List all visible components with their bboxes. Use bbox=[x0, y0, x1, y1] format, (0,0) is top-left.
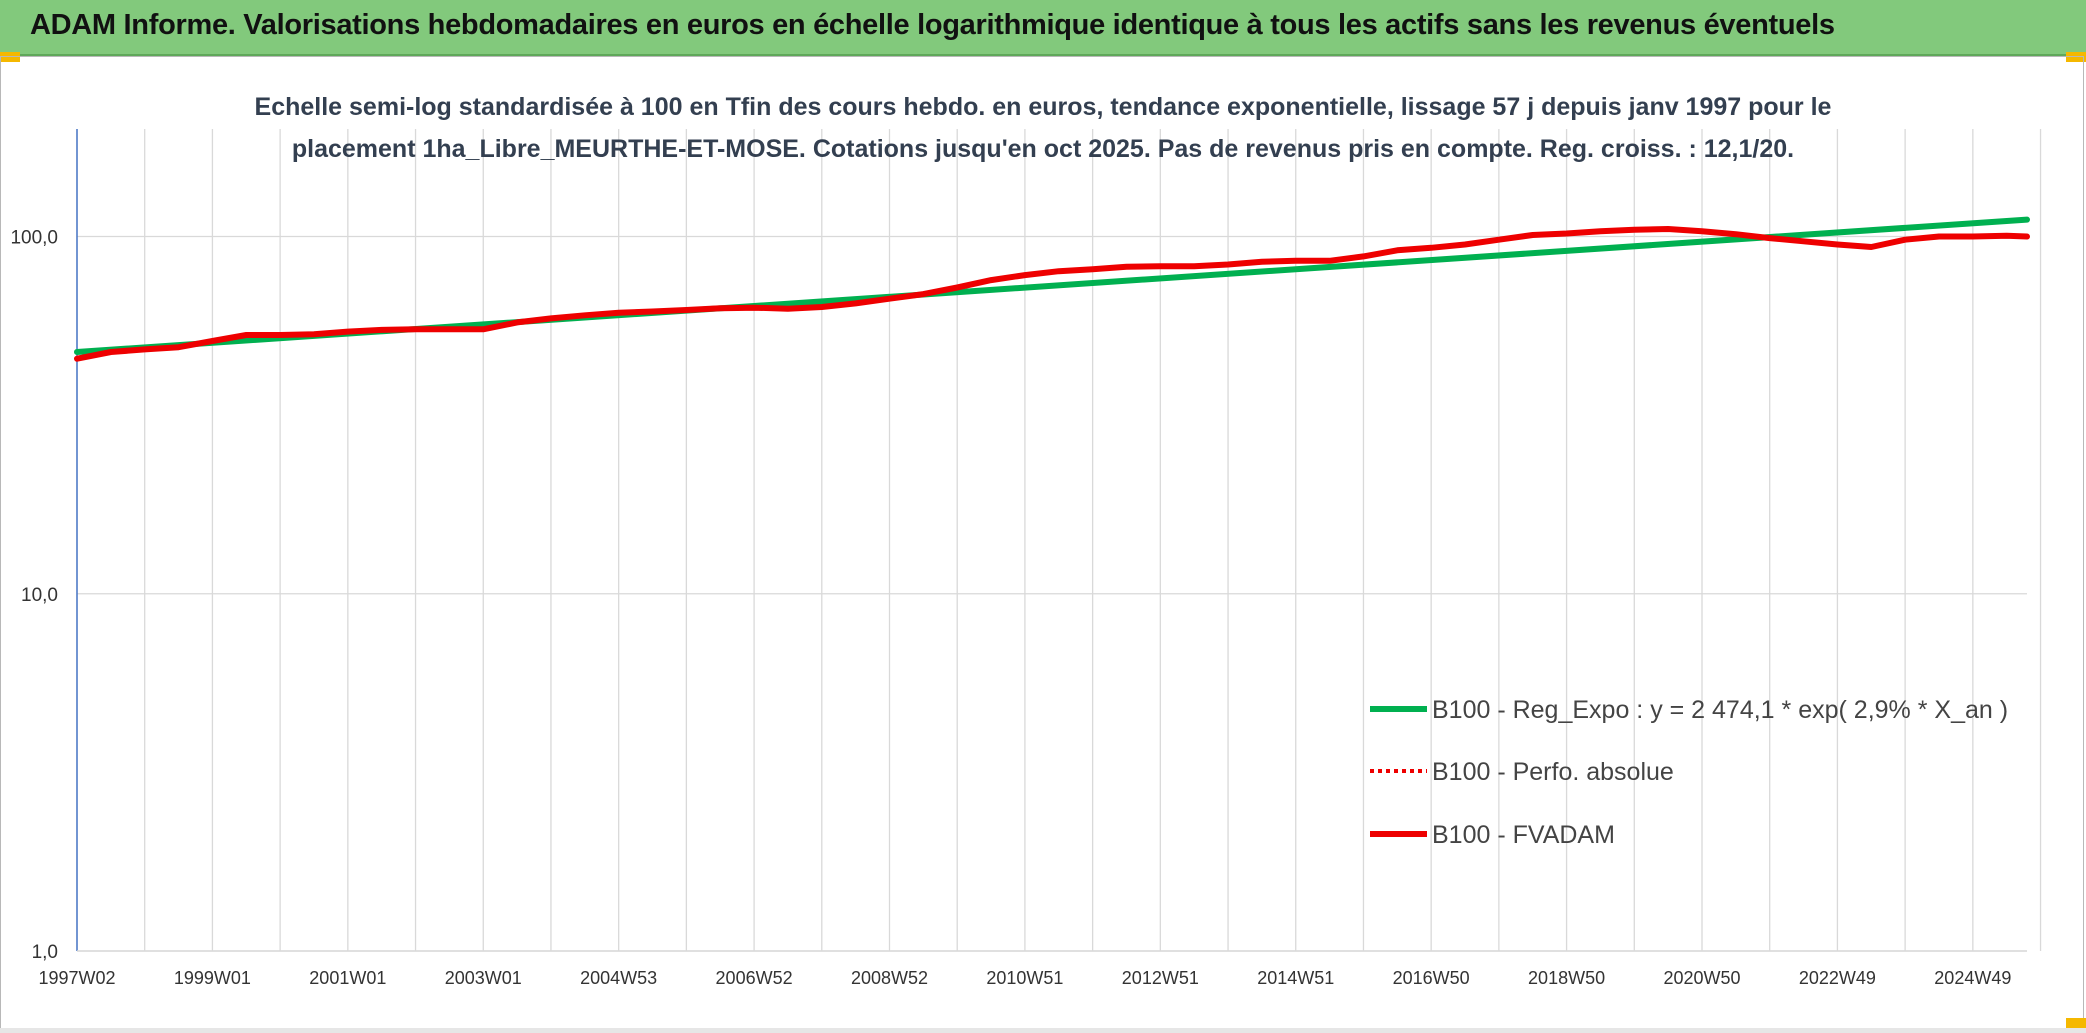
legend-label-perfo-absolue: B100 - Perfo. absolue bbox=[1432, 758, 1674, 786]
chart-title-line-2: placement 1ha_Libre_MEURTHE-ET-MOSE. Cot… bbox=[292, 135, 1794, 163]
series-line-fvadam bbox=[74, 226, 2030, 362]
legend-label-fvadam: B100 - FVADAM bbox=[1432, 821, 1615, 849]
x-tick-label: 2024W49 bbox=[1934, 968, 2011, 988]
x-tick-label: 2008W52 bbox=[851, 968, 928, 988]
y-axis-tick-labels: 1,0 10,0 100,0 bbox=[10, 228, 58, 963]
frame-bottom-strip bbox=[0, 1028, 2086, 1033]
legend-label-reg-expo: B100 - Reg_Expo : y = 2 474,1 * exp( 2,9… bbox=[1432, 696, 2008, 724]
x-tick-label: 2012W51 bbox=[1122, 968, 1199, 988]
x-tick-label: 1999W01 bbox=[174, 968, 251, 988]
y-tick-label: 100,0 bbox=[10, 228, 58, 249]
corner-marker-left bbox=[0, 52, 20, 62]
x-tick-label: 2020W50 bbox=[1663, 968, 1740, 988]
chart-title-line-1: Echelle semi-log standardisée à 100 en T… bbox=[255, 93, 1832, 121]
x-tick-label: 2018W50 bbox=[1528, 968, 1605, 988]
x-tick-label: 2010W51 bbox=[986, 968, 1063, 988]
legend: B100 - Reg_Expo : y = 2 474,1 * exp( 2,9… bbox=[1370, 696, 2008, 849]
report-header-banner: ADAM Informe. Valorisations hebdomadaire… bbox=[0, 0, 2086, 56]
corner-marker-bottom-right bbox=[2066, 1018, 2086, 1028]
x-tick-label: 2004W53 bbox=[580, 968, 657, 988]
line-chart: Echelle semi-log standardisée à 100 en T… bbox=[10, 93, 2042, 988]
x-tick-label: 2014W51 bbox=[1257, 968, 1334, 988]
vertical-gridlines bbox=[144, 129, 2042, 951]
x-tick-label: 2001W01 bbox=[309, 968, 386, 988]
x-axis-tick-labels: 1997W02 1999W01 2001W01 2003W01 2004W53 2006W… bbox=[38, 968, 2011, 988]
y-tick-label: 10,0 bbox=[21, 585, 58, 606]
x-tick-label: 2003W01 bbox=[445, 968, 522, 988]
corner-marker-right bbox=[2066, 52, 2086, 62]
report-title: ADAM Informe. Valorisations hebdomadaire… bbox=[30, 9, 1835, 41]
x-tick-label: 1997W02 bbox=[38, 968, 115, 988]
horizontal-gridlines bbox=[77, 235, 2027, 952]
x-tick-label: 2016W50 bbox=[1393, 968, 1470, 988]
x-tick-label: 2006W52 bbox=[716, 968, 793, 988]
x-tick-label: 2022W49 bbox=[1799, 968, 1876, 988]
y-tick-label: 1,0 bbox=[32, 942, 58, 963]
